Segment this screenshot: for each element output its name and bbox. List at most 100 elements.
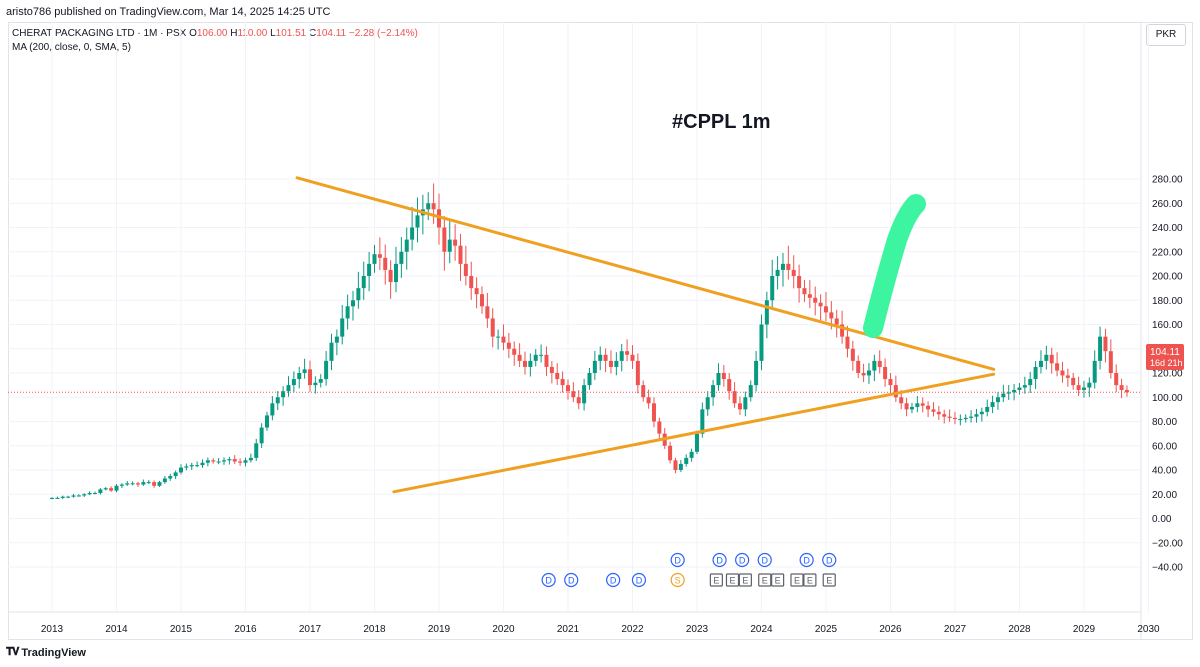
candle xyxy=(399,237,404,278)
x-tick-label: 2019 xyxy=(428,624,451,635)
candle xyxy=(576,390,581,410)
candle xyxy=(780,252,785,287)
earnings-marker: E xyxy=(738,573,752,587)
candle xyxy=(103,487,108,491)
grid xyxy=(8,22,1149,612)
low-label: L xyxy=(270,28,276,39)
candle xyxy=(630,345,635,369)
chart-annotation: #CPPL 1m xyxy=(672,111,771,133)
candle xyxy=(592,350,597,380)
candle xyxy=(995,392,1000,410)
symbol-name: CHERAT PACKAGING LTD · 1M · PSX xyxy=(12,28,187,39)
svg-text:E: E xyxy=(794,576,800,586)
candle xyxy=(856,355,861,379)
indicator-legend[interactable]: MA (200, close, 0, SMA, 5) xyxy=(12,42,131,53)
candle xyxy=(1087,377,1092,397)
candle xyxy=(313,376,318,394)
y-tick-label: 180.00 xyxy=(1152,296,1183,307)
y-tick-label: −40.00 xyxy=(1152,563,1183,574)
x-tick-label: 2015 xyxy=(170,624,193,635)
candle xyxy=(979,407,984,422)
y-tick-label: 280.00 xyxy=(1152,175,1183,186)
support-trendline xyxy=(392,372,996,494)
candle xyxy=(571,382,576,402)
candle xyxy=(458,233,463,281)
candle xyxy=(754,350,759,392)
y-tick-label: 80.00 xyxy=(1152,417,1177,428)
dividend-marker: D xyxy=(799,552,814,568)
candle xyxy=(135,481,140,487)
candle xyxy=(1022,376,1027,394)
x-tick-label: 2028 xyxy=(1008,624,1031,635)
dividend-marker: D xyxy=(757,552,772,568)
currency-button[interactable]: PKR xyxy=(1146,24,1186,46)
footer-brand: TradingView xyxy=(21,646,86,659)
close-value: 104.11 xyxy=(316,28,347,39)
candle xyxy=(1055,352,1060,377)
high-label: H xyxy=(230,28,238,39)
candle xyxy=(141,479,146,486)
candle xyxy=(291,371,296,393)
y-tick-label: 100.00 xyxy=(1152,393,1183,404)
candle xyxy=(737,396,742,415)
candle xyxy=(329,333,334,371)
candle xyxy=(732,382,737,408)
candle xyxy=(259,423,264,449)
candle xyxy=(1081,380,1086,398)
svg-text:D: D xyxy=(716,556,723,566)
candle xyxy=(528,353,533,377)
candle xyxy=(426,192,431,221)
candle xyxy=(184,463,189,471)
earnings-marker: E xyxy=(803,573,817,587)
candle xyxy=(657,417,662,440)
candle xyxy=(1124,385,1129,397)
earnings-marker: E xyxy=(790,573,804,587)
candle xyxy=(436,193,441,245)
candle xyxy=(517,343,522,368)
price-tag-value: 104.11 xyxy=(1150,347,1180,358)
candle xyxy=(130,481,135,486)
candle xyxy=(114,484,119,493)
candle xyxy=(743,391,748,417)
candle xyxy=(377,237,382,271)
candle xyxy=(539,344,544,363)
candle xyxy=(721,364,726,387)
candle xyxy=(1065,368,1070,387)
candle xyxy=(1012,383,1017,401)
candle xyxy=(909,403,914,414)
change-value: −2.28 (−2.14%) xyxy=(348,28,418,39)
candle xyxy=(888,373,893,395)
candle xyxy=(361,261,366,300)
candle xyxy=(598,346,603,371)
svg-text:E: E xyxy=(807,576,813,586)
candle xyxy=(125,480,130,487)
candle xyxy=(248,453,253,463)
dividend-marker: D xyxy=(631,572,647,588)
x-tick-label: 2021 xyxy=(557,624,580,635)
candle xyxy=(651,397,656,428)
candle xyxy=(227,456,232,465)
candle xyxy=(195,461,200,468)
candle xyxy=(297,366,302,389)
tradingview-logo-icon: 𝐓𝐕 xyxy=(6,646,19,658)
x-tick-label: 2025 xyxy=(815,624,838,635)
candle xyxy=(1114,364,1119,392)
candle xyxy=(334,329,339,356)
candle xyxy=(275,391,280,411)
svg-text:E: E xyxy=(826,576,832,586)
x-tick-label: 2013 xyxy=(41,624,64,635)
candle xyxy=(823,292,828,322)
candle xyxy=(66,495,71,499)
candle xyxy=(340,305,345,345)
candle xyxy=(678,460,683,472)
candle xyxy=(813,286,818,316)
candle xyxy=(512,341,517,366)
svg-text:S: S xyxy=(675,576,681,586)
candle xyxy=(60,495,65,500)
x-tick-label: 2020 xyxy=(492,624,515,635)
high-value: 110.00 xyxy=(237,28,268,39)
candle xyxy=(350,290,355,321)
dividend-marker: D xyxy=(606,572,621,588)
candle xyxy=(625,339,630,362)
